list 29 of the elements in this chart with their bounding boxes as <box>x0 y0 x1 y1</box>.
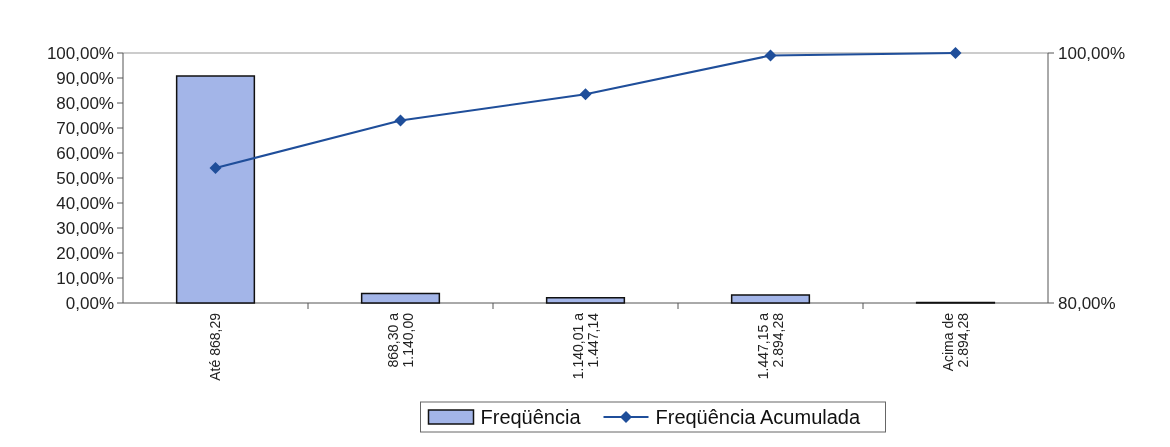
legend-label: Freqüência <box>480 406 582 428</box>
y-tick-label: 40,00% <box>56 193 114 213</box>
point <box>579 88 592 101</box>
x-tick-label: Acima de 2.894,28 <box>939 312 972 372</box>
x-tick-label: 1.140,01 a 1.447,14 <box>569 312 602 380</box>
bar <box>360 292 441 304</box>
point <box>394 114 407 127</box>
legend-label: Freqüência Acumulada <box>655 406 861 428</box>
y-tick-label: 80,00% <box>56 93 114 113</box>
y2-tick-label: 80,00% <box>1058 293 1116 313</box>
y-tick-label: 100,00% <box>46 43 114 63</box>
y-tick-label: 20,00% <box>56 243 114 263</box>
y-tick-label: 10,00% <box>56 268 114 288</box>
y-tick-label: 30,00% <box>56 218 114 238</box>
bar <box>545 297 626 304</box>
x-tick-label: 868,30 a 1.140,00 <box>384 312 417 368</box>
bar <box>175 75 256 304</box>
point <box>209 162 222 174</box>
y-tick-label: 60,00% <box>56 143 114 163</box>
bar <box>730 294 811 304</box>
y-tick-label: 70,00% <box>56 118 114 138</box>
x-tick-label: Até 868,29 <box>207 312 224 381</box>
x-tick-label: 1.447,15 a 2.894,28 <box>754 312 787 380</box>
y2-tick-label: 100,00% <box>1058 43 1126 63</box>
point <box>949 47 962 59</box>
y-tick-label: 0,00% <box>65 293 114 313</box>
point <box>764 49 777 62</box>
y-tick-label: 90,00% <box>56 68 114 88</box>
y-tick-label: 50,00% <box>56 168 114 188</box>
